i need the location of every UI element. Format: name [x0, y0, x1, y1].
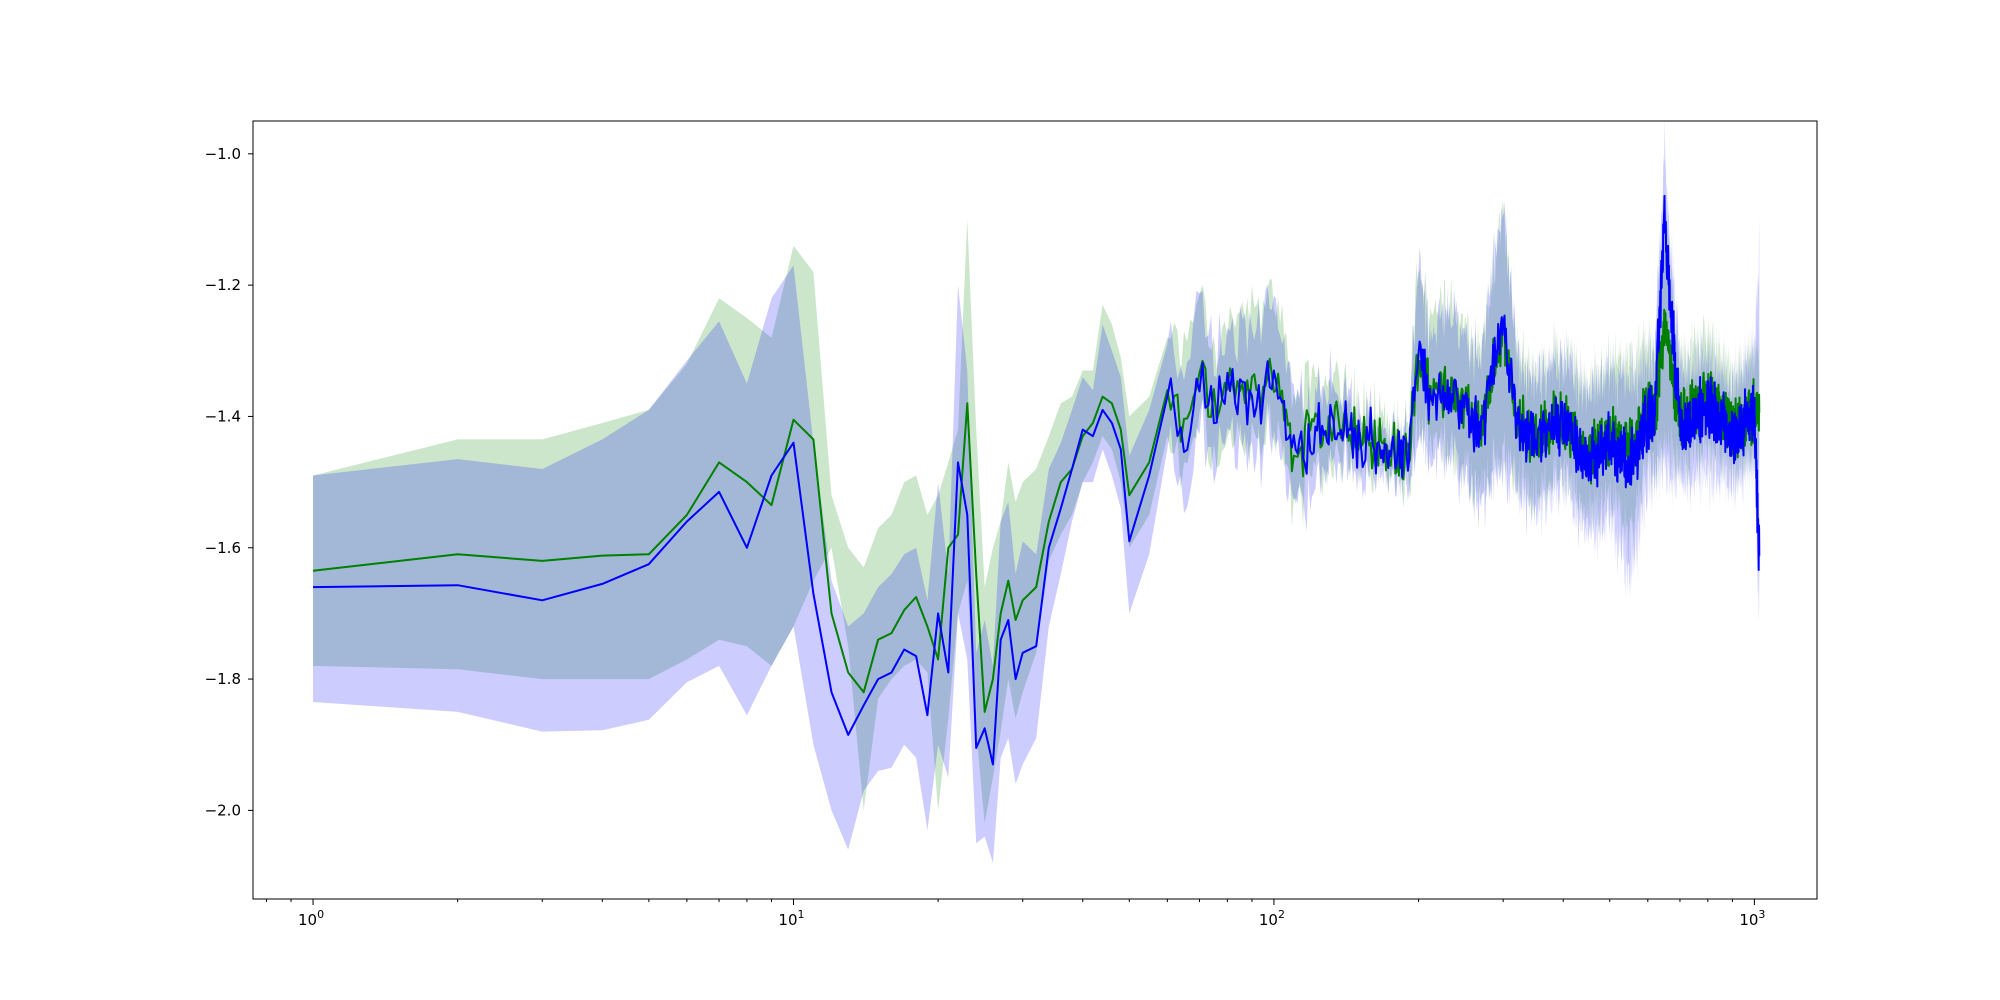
x-tick-label-exponent: 2: [1278, 908, 1285, 921]
x-tick-label-exponent: 3: [1758, 908, 1765, 921]
series-1-band: [313, 117, 1760, 863]
series-lines: [312, 194, 1761, 766]
y-axis: −2.0 −1.8 −1.6 −1.4 −1.2 −1.0: [205, 145, 253, 819]
x-axis: 100 101 102 103: [265, 899, 1765, 929]
x-tick-label: 100: [298, 908, 324, 929]
y-tick-label: −1.0: [205, 145, 241, 163]
x-tick-label-base: 10: [1259, 911, 1278, 929]
series-0-band: [313, 191, 1760, 824]
confidence-bands: [313, 117, 1760, 863]
series-1-line: [312, 194, 1761, 766]
plot-frame: [252, 120, 1818, 900]
y-tick-label: −1.2: [205, 276, 241, 294]
x-tick-label-exponent: 1: [798, 908, 805, 921]
x-tick-label-base: 10: [778, 911, 797, 929]
x-tick-label: 101: [778, 908, 804, 929]
x-tick-label: 102: [1259, 908, 1285, 929]
x-tick-label-base: 10: [1739, 911, 1758, 929]
x-tick-label-exponent: 0: [317, 908, 324, 921]
y-tick-label: −2.0: [205, 801, 241, 819]
y-tick-label: −1.6: [205, 539, 241, 557]
x-tick-label-base: 10: [298, 911, 317, 929]
y-tick-label: −1.8: [205, 670, 241, 688]
x-tick-label: 103: [1739, 908, 1765, 929]
y-tick-label: −1.4: [205, 407, 241, 425]
